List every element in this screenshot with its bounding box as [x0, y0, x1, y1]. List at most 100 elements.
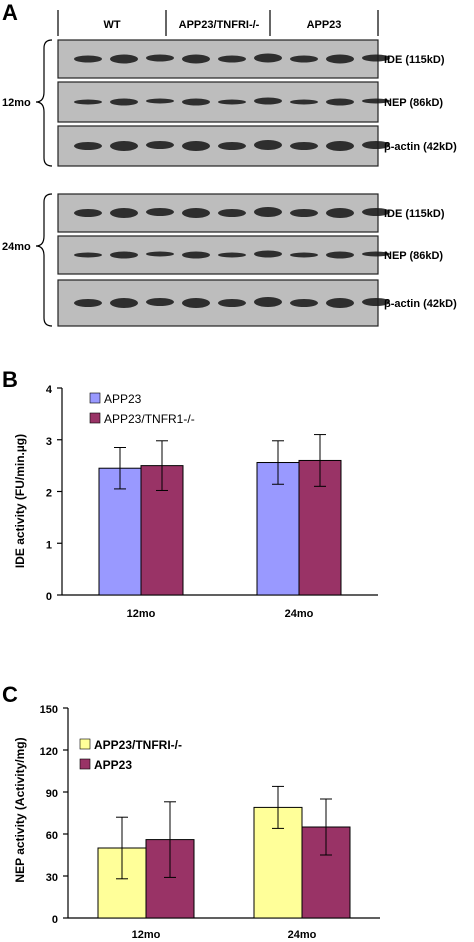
y-tick-label: 30 — [46, 872, 58, 884]
blot-marker-label: β-actin (42kD) — [384, 298, 457, 310]
age-label-24mo: 24mo — [2, 241, 31, 253]
y-tick-label: 2 — [46, 488, 52, 500]
blot-band — [218, 142, 246, 150]
blot-band — [110, 141, 138, 151]
blot-band — [218, 55, 246, 63]
blot-band — [254, 250, 282, 258]
group-header: WT APP23/TNFRI-/- APP23 — [57, 10, 379, 36]
y-tick-label: 3 — [46, 436, 52, 448]
x-tick-label: 24mo — [288, 929, 317, 941]
blot-band — [74, 252, 102, 258]
legend-swatch — [79, 758, 91, 770]
blot-band — [326, 141, 354, 151]
blot-band — [290, 209, 318, 217]
ide-activity-chart: 0 1 2 3 4 12mo 24mo APP23 APP23/TNFR1-/- — [46, 384, 378, 620]
panel-a-letter: A — [2, 0, 18, 25]
blot-band — [290, 142, 318, 150]
x-tick-label: 12mo — [132, 929, 161, 941]
y-tick-label: 0 — [46, 591, 52, 603]
blot-band — [146, 54, 174, 62]
blot-band — [362, 251, 390, 257]
brace-24mo — [35, 193, 53, 327]
blot-band — [254, 207, 282, 217]
blot-band — [146, 251, 174, 257]
bar — [97, 847, 147, 919]
blot-band — [146, 298, 174, 306]
age-label-12mo: 12mo — [2, 97, 31, 109]
legend-label: APP23 — [94, 758, 132, 772]
blot-band — [326, 298, 354, 308]
blot-band — [74, 209, 102, 217]
blot-band — [182, 208, 210, 218]
nep-y-axis-title: NEP activity (Activity/mg) — [13, 737, 27, 882]
blot-band — [74, 142, 102, 150]
blot-band — [290, 55, 318, 63]
blot-band — [362, 141, 390, 149]
panel-b: B IDE activity (FU/min.µg) 0 1 2 3 4 12mo 24mo… — [2, 367, 378, 620]
blot-band — [182, 54, 210, 64]
blot-band — [218, 209, 246, 217]
blot-strips: IDE (115kD) NEP (86kD) β-actin (42kD) IDE (… — [57, 39, 457, 327]
blot-marker-label: IDE (115kD) — [384, 208, 445, 220]
blot-marker-label: NEP (86kD) — [384, 250, 443, 262]
blot-band — [218, 99, 246, 105]
legend-swatch — [79, 738, 91, 750]
group-label-app23-tnfri: APP23/TNFRI-/- — [179, 19, 260, 31]
x-tick-label: 24mo — [285, 608, 314, 620]
blot-band — [362, 54, 390, 62]
blot-band — [110, 208, 138, 218]
y-tick-label: 0 — [52, 914, 58, 926]
blot-band — [290, 299, 318, 307]
blot-band — [326, 251, 354, 259]
blot-band — [290, 252, 318, 258]
blot-band — [254, 140, 282, 150]
blot-marker-label: IDE (115kD) — [384, 54, 445, 66]
panel-c-letter: C — [2, 682, 18, 707]
blot-band — [218, 299, 246, 307]
panel-b-letter: B — [2, 367, 18, 392]
blot-band — [362, 98, 390, 104]
blot-band — [182, 298, 210, 308]
blot-band — [362, 208, 390, 216]
blot-band — [146, 98, 174, 104]
y-tick-label: 4 — [46, 384, 53, 396]
nep-activity-chart: 0 30 60 90 120 150 12mo 24mo APP23/TNFRI-/- APP23 — [40, 704, 380, 941]
y-tick-label: 60 — [46, 830, 58, 842]
blot-band — [146, 141, 174, 149]
x-tick-label: 12mo — [127, 608, 156, 620]
y-tick-label: 120 — [40, 746, 58, 758]
blot-marker-label: NEP (86kD) — [384, 97, 443, 109]
blot-band — [326, 98, 354, 106]
blot-band — [218, 252, 246, 258]
ide-y-axis-title: IDE activity (FU/min.µg) — [13, 434, 27, 568]
blot-band — [110, 98, 138, 106]
group-label-app23: APP23 — [307, 19, 342, 31]
legend-swatch — [89, 392, 101, 404]
y-tick-label: 1 — [46, 539, 52, 551]
blot-band — [74, 299, 102, 307]
legend-label: APP23 — [104, 392, 142, 406]
blot-band — [182, 251, 210, 259]
y-tick-label: 90 — [46, 788, 58, 800]
blot-band — [290, 99, 318, 105]
blot-band — [326, 54, 354, 64]
blot-band — [254, 97, 282, 105]
blot-band — [182, 141, 210, 151]
blot-band — [362, 298, 390, 306]
blot-band — [110, 54, 138, 64]
panel-c: C NEP activity (Activity/mg) 0 30 60 90 120 1… — [2, 682, 380, 941]
blot-marker-label: β-actin (42kD) — [384, 141, 457, 153]
blot-band — [74, 55, 102, 63]
blot-band — [74, 99, 102, 105]
blot-band — [110, 298, 138, 308]
blot-band — [326, 208, 354, 218]
blot-band — [182, 98, 210, 106]
blot-band — [254, 53, 282, 63]
group-label-wt: WT — [103, 19, 120, 31]
y-tick-label: 150 — [40, 704, 58, 716]
blot-band — [110, 251, 138, 259]
legend-swatch — [89, 412, 101, 424]
brace-12mo — [35, 39, 53, 167]
legend-label: APP23/TNFR1-/- — [104, 412, 195, 426]
panel-a: A WT APP23/TNFRI-/- APP23 IDE (115kD) NEP… — [2, 0, 457, 327]
